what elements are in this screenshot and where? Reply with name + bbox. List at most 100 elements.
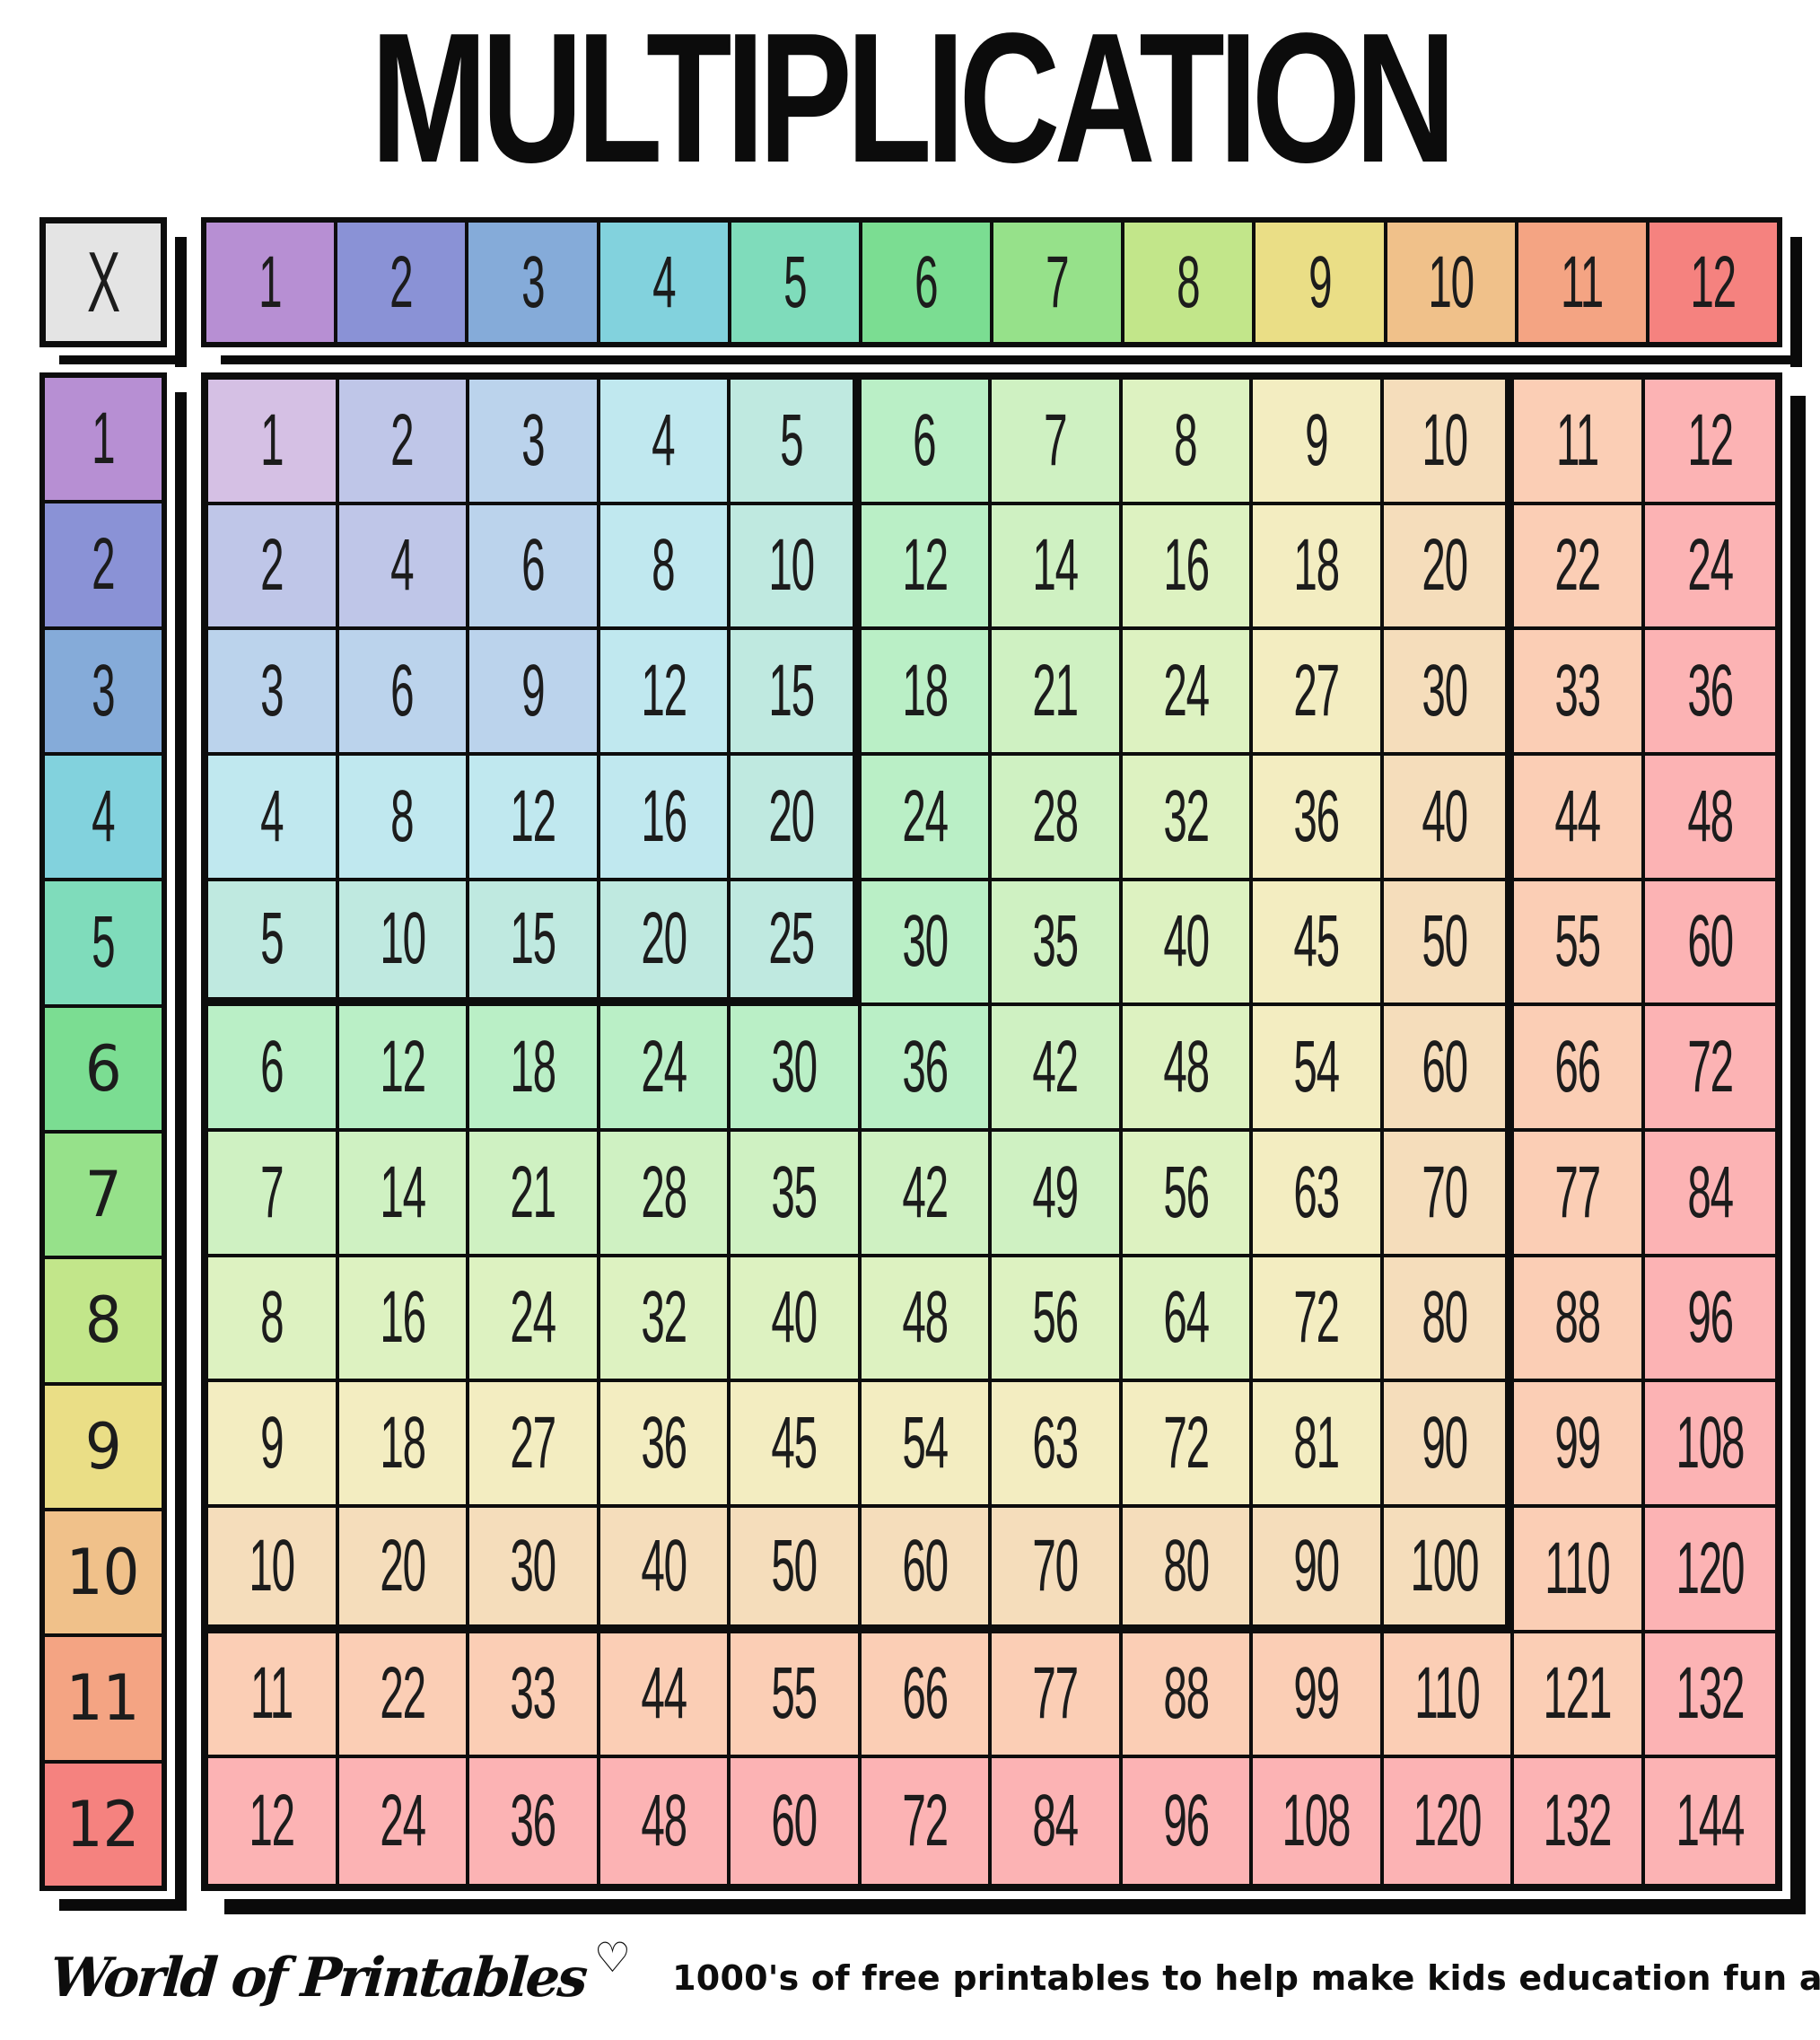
product-cell: 24: [469, 1256, 600, 1383]
cell-value: 90: [1421, 1402, 1468, 1484]
cell-value: 110: [1544, 1527, 1612, 1609]
product-cell: 99: [1253, 1633, 1384, 1759]
cell-value: 9: [1305, 398, 1328, 481]
footer-tagline: 1000's of free printables to help make k…: [672, 1958, 1820, 1998]
cell-value: 12: [1686, 398, 1734, 481]
product-cell: 15: [731, 630, 862, 756]
product-cell: 40: [1383, 756, 1514, 881]
product-cell: 70: [1383, 1132, 1514, 1257]
cell-value: 121: [1543, 1652, 1613, 1735]
product-cell: 8: [208, 1256, 339, 1383]
cell-value: 56: [1162, 1151, 1210, 1233]
product-cell: 55: [1514, 880, 1645, 1007]
cell-value: 3: [521, 398, 545, 481]
cell-value: 30: [771, 1026, 818, 1108]
cell-value: 18: [901, 650, 949, 732]
cell-value: 55: [771, 1652, 818, 1735]
cell-value: 48: [1686, 775, 1734, 857]
cell-value: 16: [379, 1276, 426, 1359]
cell-value: 60: [1421, 1026, 1468, 1108]
corner-cell-x: X: [39, 217, 167, 347]
cell-value: 6: [914, 241, 938, 323]
product-cell: 33: [1514, 630, 1645, 756]
cell-value: 36: [640, 1402, 687, 1484]
cell-value: 144: [1676, 1780, 1745, 1862]
cell-value: 2: [389, 241, 414, 323]
cell-value: 108: [1282, 1780, 1352, 1862]
product-cell: 32: [599, 1256, 731, 1383]
column-header-cell: 4: [599, 223, 731, 342]
product-cell: 60: [1644, 880, 1775, 1007]
cell-value: 25: [768, 897, 815, 980]
cell-value: 10: [249, 1524, 295, 1607]
cell-value: 81: [1293, 1402, 1340, 1484]
row-header-cell: 2: [45, 503, 162, 630]
product-cell: 108: [1644, 1382, 1775, 1508]
product-cell: 10: [208, 1508, 339, 1633]
cell-value: 66: [1554, 1026, 1601, 1108]
cell-value: 12: [379, 1026, 426, 1108]
product-cell: 7: [208, 1132, 339, 1257]
product-cell: 15: [469, 880, 600, 1007]
cell-value: 21: [1032, 650, 1079, 732]
cell-value: 22: [379, 1652, 426, 1735]
cell-value: 18: [379, 1402, 426, 1484]
cell-value: 32: [1162, 775, 1210, 857]
cell-value: 72: [1162, 1402, 1210, 1484]
product-cell: 24: [1644, 504, 1775, 631]
cell-value: 24: [1686, 524, 1734, 607]
cell-value: 90: [1293, 1524, 1340, 1607]
cell-value: 20: [1421, 524, 1468, 607]
product-cell: 40: [731, 1256, 862, 1383]
cell-value: 30: [901, 900, 949, 983]
cell-value: 4: [652, 241, 676, 323]
cell-value: 12: [249, 1780, 295, 1862]
product-cell: 44: [1514, 756, 1645, 881]
cell-value: 88: [1554, 1276, 1601, 1359]
product-cell: 48: [1122, 1006, 1253, 1132]
cell-value: 22: [1554, 524, 1601, 607]
product-cell: 72: [1122, 1382, 1253, 1508]
product-cell: 12: [861, 504, 992, 631]
cell-value: 48: [901, 1276, 949, 1359]
row-header-cell: 10: [45, 1510, 162, 1638]
column-header-cell: 3: [468, 223, 600, 342]
cell-value: 96: [1162, 1780, 1210, 1862]
row-header-cell: 8: [45, 1259, 162, 1386]
product-cell: 28: [599, 1132, 731, 1257]
product-cell: 100: [1383, 1508, 1514, 1633]
cell-value: 15: [510, 897, 556, 980]
product-cell: 11: [208, 1633, 339, 1759]
cell-value: 6: [84, 1031, 122, 1106]
product-cell: 33: [469, 1633, 600, 1759]
product-cell: 36: [861, 1006, 992, 1132]
product-cell: 30: [469, 1508, 600, 1633]
product-cell: 54: [1253, 1006, 1384, 1132]
product-cell: 110: [1383, 1633, 1514, 1759]
cell-value: 33: [510, 1652, 556, 1735]
cell-value: 54: [1293, 1026, 1340, 1108]
cell-value: 56: [1032, 1276, 1079, 1359]
product-cell: 20: [731, 756, 862, 881]
product-cell: 22: [1514, 504, 1645, 631]
cell-value: 84: [1032, 1780, 1079, 1862]
product-cell: 77: [992, 1633, 1123, 1759]
product-cell: 5: [731, 380, 862, 505]
product-cell: 80: [1383, 1256, 1514, 1383]
product-cell: 70: [992, 1508, 1123, 1633]
cell-value: 1: [260, 398, 284, 481]
product-cell: 16: [599, 756, 731, 881]
cell-value: 4: [390, 524, 415, 607]
cell-value: 8: [1177, 241, 1201, 323]
product-cell: 88: [1122, 1633, 1253, 1759]
product-cell: 72: [861, 1758, 992, 1884]
product-cell: 8: [599, 504, 731, 631]
cell-value: 70: [1421, 1151, 1468, 1233]
product-cell: 20: [599, 880, 731, 1007]
product-cell: 12: [338, 1006, 469, 1132]
product-cell: 60: [731, 1758, 862, 1884]
cell-value: 42: [901, 1151, 949, 1233]
product-cell: 50: [731, 1508, 862, 1633]
cell-value: 40: [1421, 775, 1468, 857]
product-cell: 96: [1122, 1758, 1253, 1884]
